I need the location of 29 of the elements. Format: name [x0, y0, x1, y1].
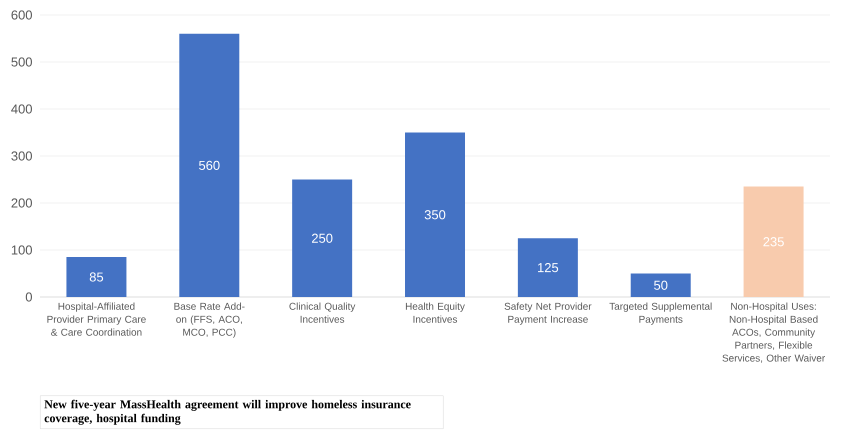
y-tick-label: 100 — [12, 245, 32, 255]
y-tick-label: 400 — [11, 104, 32, 114]
bar — [405, 132, 466, 297]
x-tick-label: Safety Net Provider Payment Increase — [504, 302, 592, 325]
text: New five-year MassHealth agreement will improve homeless insurance coverage, hospital funding — [44, 400, 411, 425]
x-tick-label: Hospital-Affiliated Provider Primary Care & Care Coordination — [47, 302, 146, 336]
bar — [630, 274, 691, 297]
x-tick-label: Non-Hospital Uses: Non-Hospital Based ACOs, Community Partners, Flexible Services, Other Waiver — [722, 302, 825, 363]
bar — [66, 257, 126, 297]
bar — [292, 180, 352, 297]
y-tick-label: 200 — [12, 198, 32, 208]
bar — [518, 238, 578, 297]
x-tick-label: Clinical Quality Incentives — [289, 302, 356, 323]
y-tick-label: 600 — [12, 10, 32, 20]
y-tick-label: 0 — [26, 292, 32, 302]
data-label: 560 — [199, 160, 220, 170]
data-label: 350 — [424, 210, 446, 220]
y-tick-label: 300 — [11, 151, 32, 161]
data-label: 50 — [654, 280, 668, 290]
data-label: 85 — [90, 272, 104, 282]
bar — [179, 34, 240, 297]
bar — [744, 186, 804, 297]
data-label: 125 — [538, 263, 558, 272]
data-label: 235 — [763, 237, 784, 246]
x-tick-label: Targeted Supplemental Payments — [609, 302, 712, 325]
x-tick-label: Health Equity Incentives — [406, 302, 465, 323]
y-tick-label: 500 — [11, 57, 32, 67]
x-tick-label: Base Rate Add-on (FFS, ACO, MCO, PCC) — [174, 302, 245, 338]
data-label: 250 — [312, 234, 332, 243]
